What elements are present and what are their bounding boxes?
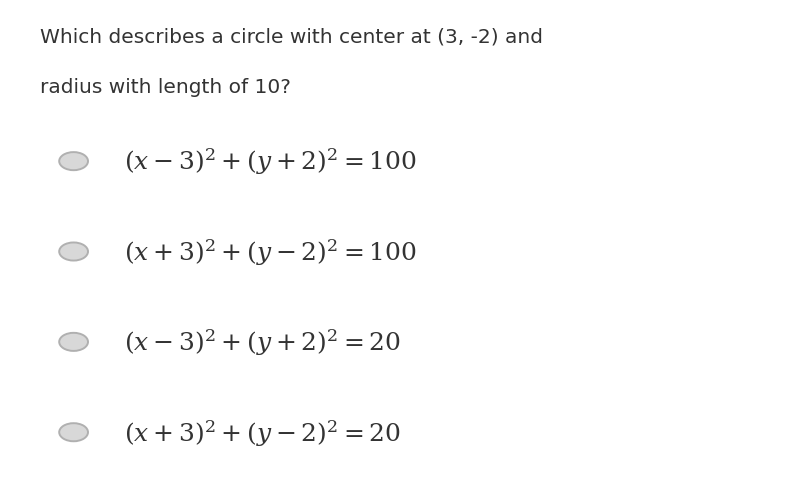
Text: $(x + 3)^2 + (y - 2)^2 = 100$: $(x + 3)^2 + (y - 2)^2 = 100$ — [124, 236, 417, 268]
Text: $(x - 3)^2 + (y + 2)^2 = 20$: $(x - 3)^2 + (y + 2)^2 = 20$ — [124, 327, 401, 358]
Circle shape — [59, 243, 88, 261]
Circle shape — [59, 333, 88, 351]
Circle shape — [59, 153, 88, 171]
Text: radius with length of 10?: radius with length of 10? — [40, 78, 291, 97]
Text: $(x - 3)^2 + (y + 2)^2 = 100$: $(x - 3)^2 + (y + 2)^2 = 100$ — [124, 146, 417, 177]
Text: Which describes a circle with center at (3, -2) and: Which describes a circle with center at … — [40, 28, 543, 47]
Circle shape — [59, 423, 88, 441]
Text: $(x + 3)^2 + (y - 2)^2 = 20$: $(x + 3)^2 + (y - 2)^2 = 20$ — [124, 417, 401, 448]
